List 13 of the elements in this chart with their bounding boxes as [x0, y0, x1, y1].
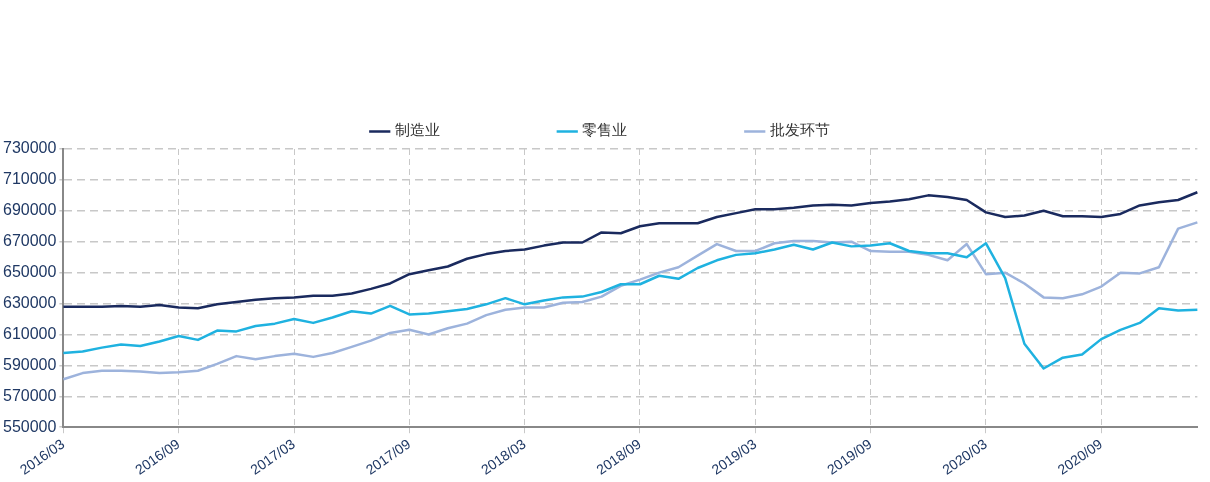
y-tick-label: 730000: [3, 139, 57, 157]
y-tick-label: 710000: [3, 170, 57, 188]
y-tick-label: 570000: [3, 386, 57, 404]
legend-label: 批发环节: [769, 121, 830, 140]
y-tick-label: 590000: [3, 355, 57, 373]
legend-label: 零售业: [582, 121, 628, 140]
y-tick-label: 670000: [3, 232, 57, 250]
y-tick-label: 650000: [3, 263, 57, 281]
y-tick-label: 630000: [3, 293, 57, 311]
y-tick-label: 550000: [3, 417, 57, 435]
legend-label: 制造业: [394, 121, 440, 140]
y-tick-label: 610000: [3, 324, 57, 342]
y-tick-label: 690000: [3, 201, 57, 219]
